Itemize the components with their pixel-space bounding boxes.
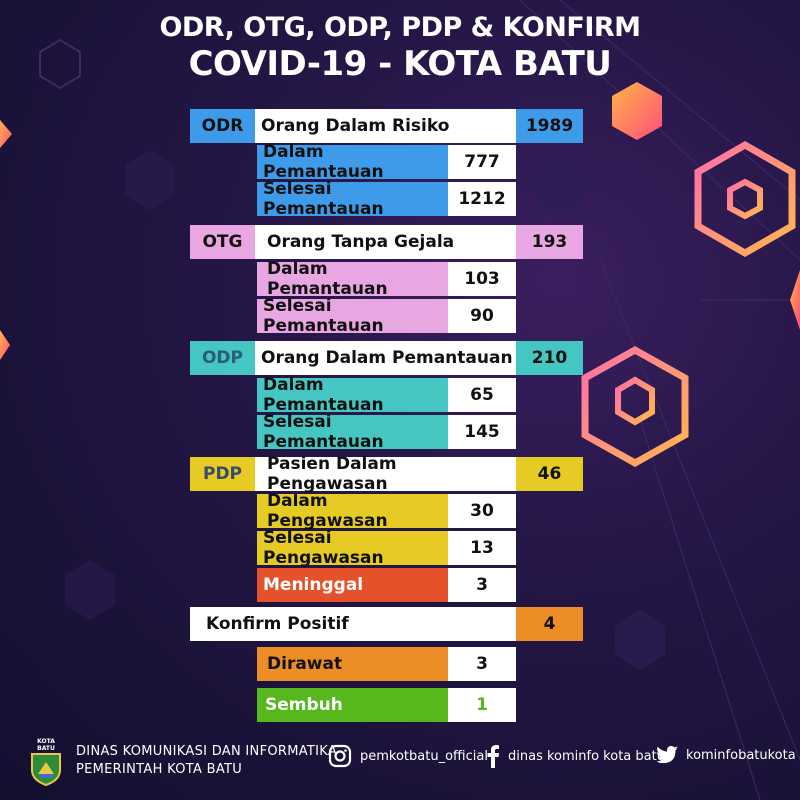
konfirm-row-value: 1 — [448, 688, 516, 722]
shield-icon — [31, 753, 61, 787]
odp-total: 210 — [516, 341, 583, 375]
twitter-handle: kominfobatukota — [686, 747, 796, 763]
otg-row-value: 90 — [448, 299, 516, 333]
odp-row-label: Dalam Pemantauan — [257, 375, 448, 415]
pdp-row-value: 30 — [448, 494, 516, 528]
instagram-handle: pemkotbatu_official — [360, 748, 488, 764]
odp-label: Orang Dalam Pemantauan — [255, 341, 516, 375]
twitter-icon — [656, 746, 678, 764]
odp-row-value: 65 — [448, 378, 516, 412]
kota-batu-logo: KOTA BATU — [28, 738, 64, 787]
konfirm-total: 4 — [516, 607, 583, 641]
otg-label: Orang Tanpa Gejala — [255, 225, 516, 259]
odr-code: ODR — [190, 109, 255, 143]
otg-code: OTG — [190, 225, 255, 259]
title-line-1: ODR, OTG, ODP, PDP & KONFIRM — [159, 12, 641, 43]
odr-label: Orang Dalam Risiko — [255, 109, 516, 143]
konfirm-row-label-sembuh: Sembuh — [257, 688, 448, 722]
pdp-row-value: 3 — [448, 568, 516, 602]
odr-row-value: 1212 — [448, 182, 516, 216]
pdp-row-label-meninggal: Meninggal — [257, 568, 448, 602]
title-line-2: COVID-19 - KOTA BATU — [188, 44, 612, 84]
facebook-link[interactable]: dinas kominfo kota batu — [486, 744, 665, 768]
pdp-total: 46 — [516, 457, 583, 491]
pdp-row-label: Selesai Pengawasan — [257, 528, 448, 568]
konfirm-label: Konfirm Positif — [190, 607, 516, 641]
facebook-handle: dinas kominfo kota batu — [508, 748, 665, 764]
odr-row-label: Selesai Pemantauan — [257, 179, 448, 219]
konfirm-row-label: Dirawat — [257, 647, 448, 681]
otg-row-label: Selesai Pemantauan — [257, 296, 448, 336]
instagram-link[interactable]: pemkotbatu_official — [328, 744, 488, 768]
kota-batu-logo-text: KOTA BATU — [37, 738, 55, 752]
facebook-icon — [487, 745, 499, 768]
pdp-row-value: 13 — [448, 531, 516, 565]
konfirm-row-value: 3 — [448, 647, 516, 681]
pdp-row-label: Dalam Pengawasan — [257, 491, 448, 531]
odr-row-label: Dalam Pemantauan — [257, 142, 448, 182]
otg-total: 193 — [516, 225, 583, 259]
footer-line-2: PEMERINTAH KOTA BATU — [76, 762, 243, 777]
otg-row-label: Dalam Pemantauan — [257, 259, 448, 299]
odp-code: ODP — [190, 341, 255, 375]
pdp-label: Pasien Dalam Pengawasan — [255, 454, 516, 494]
twitter-link[interactable]: kominfobatukota — [656, 746, 796, 764]
odp-row-value: 145 — [448, 415, 516, 449]
odr-row-value: 777 — [448, 145, 516, 179]
instagram-icon — [328, 744, 352, 768]
pdp-code: PDP — [190, 457, 255, 491]
footer-line-1: DINAS KOMUNIKASI DAN INFORMATIKA — [76, 744, 338, 759]
odp-row-label: Selesai Pemantauan — [257, 412, 448, 452]
otg-row-value: 103 — [448, 262, 516, 296]
odr-total: 1989 — [516, 109, 583, 143]
